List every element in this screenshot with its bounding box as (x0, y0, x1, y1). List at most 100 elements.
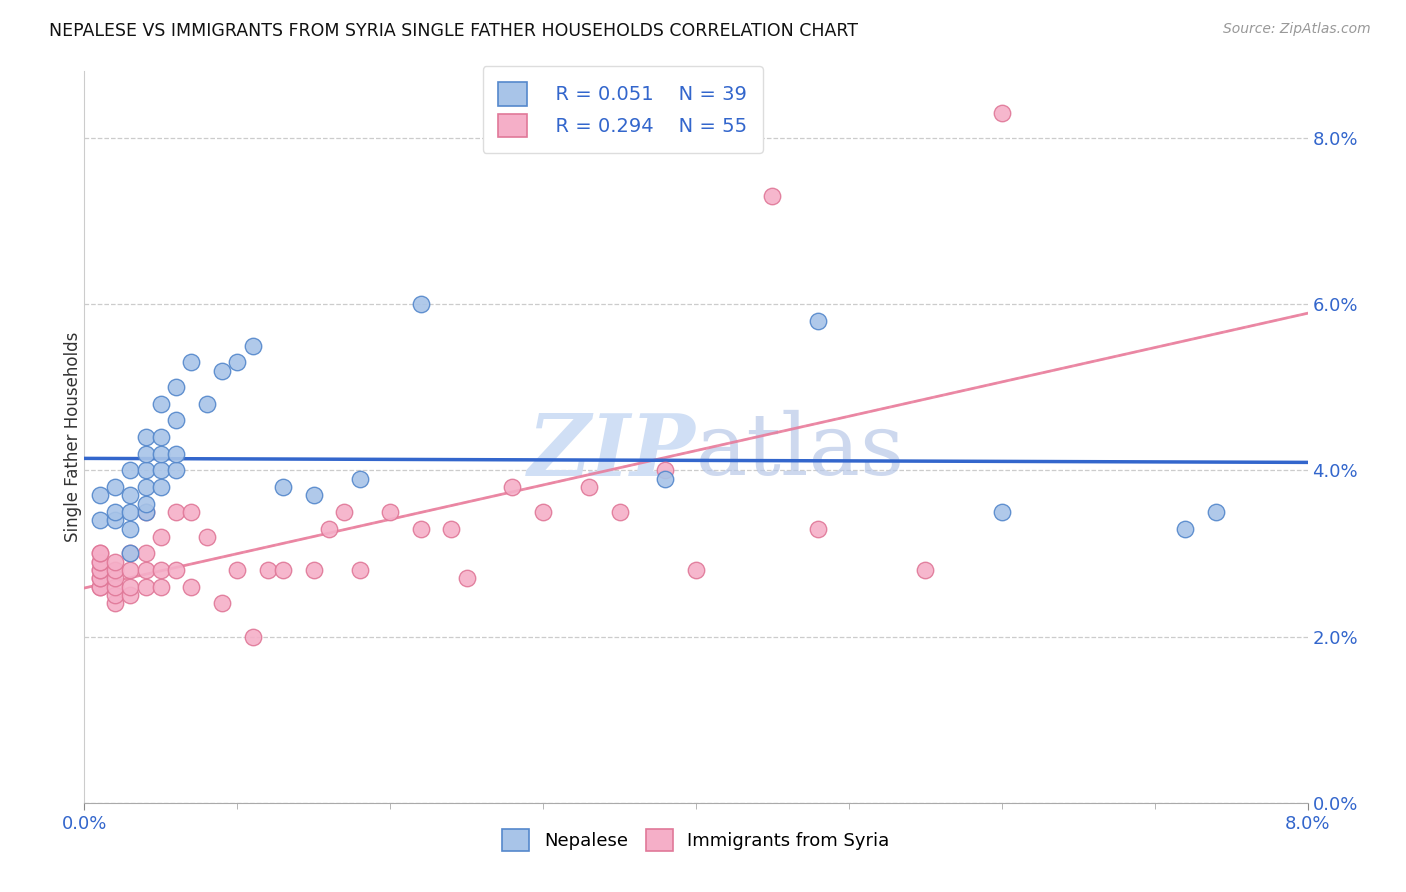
Point (654, 472, 676, 486)
Point (89, 513, 111, 527)
Text: Source: ZipAtlas.com: Source: ZipAtlas.com (1223, 22, 1371, 37)
Point (226, 355, 249, 369)
Y-axis label: Single Father Households: Single Father Households (65, 332, 82, 542)
Point (165, 463, 187, 477)
Text: ZIP: ZIP (529, 410, 696, 493)
Point (135, 505, 157, 519)
Point (135, 497, 157, 511)
Point (271, 563, 294, 577)
Point (135, 563, 157, 577)
Point (89, 571, 111, 585)
Point (242, 338, 264, 352)
Point (349, 563, 371, 577)
Point (104, 563, 127, 577)
Point (302, 488, 325, 502)
Point (761, 189, 783, 203)
Point (991, 106, 1014, 120)
Point (120, 463, 142, 477)
Point (89, 546, 111, 560)
Point (578, 480, 600, 494)
Point (1174, 521, 1197, 535)
Text: atlas: atlas (696, 410, 905, 493)
Point (120, 580, 142, 594)
Point (89, 555, 111, 569)
Point (609, 505, 631, 519)
Point (89, 580, 111, 594)
Point (456, 571, 478, 585)
Point (318, 521, 340, 535)
Point (120, 588, 142, 602)
Point (149, 430, 172, 444)
Point (333, 505, 356, 519)
Point (380, 505, 402, 519)
Point (135, 546, 157, 560)
Point (149, 580, 172, 594)
Point (120, 546, 142, 560)
Point (211, 363, 233, 377)
Point (135, 580, 157, 594)
Point (120, 488, 142, 502)
Point (195, 397, 218, 411)
Point (165, 447, 187, 461)
Point (120, 521, 142, 535)
Point (104, 588, 127, 602)
Point (149, 530, 172, 544)
Text: NEPALESE VS IMMIGRANTS FROM SYRIA SINGLE FATHER HOUSEHOLDS CORRELATION CHART: NEPALESE VS IMMIGRANTS FROM SYRIA SINGLE… (49, 22, 858, 40)
Point (104, 513, 127, 527)
Point (135, 430, 157, 444)
Point (89, 546, 111, 560)
Point (104, 571, 127, 585)
Point (135, 463, 157, 477)
Point (104, 555, 127, 569)
Point (89, 571, 111, 585)
Point (242, 630, 264, 644)
Point (271, 480, 294, 494)
Point (914, 563, 936, 577)
Point (120, 546, 142, 560)
Point (302, 563, 325, 577)
Point (531, 505, 554, 519)
Point (149, 397, 172, 411)
Point (104, 596, 127, 610)
Point (165, 563, 187, 577)
Point (165, 413, 187, 427)
Point (149, 563, 172, 577)
Point (89, 488, 111, 502)
Point (120, 505, 142, 519)
Point (149, 480, 172, 494)
Point (104, 480, 127, 494)
Point (89, 563, 111, 577)
Point (135, 447, 157, 461)
Point (165, 380, 187, 394)
Point (89, 563, 111, 577)
Point (211, 596, 233, 610)
Point (120, 563, 142, 577)
Point (226, 563, 249, 577)
Point (89, 580, 111, 594)
Point (807, 314, 830, 328)
Point (135, 480, 157, 494)
Point (149, 447, 172, 461)
Point (180, 580, 202, 594)
Point (991, 505, 1014, 519)
Point (89, 555, 111, 569)
Point (104, 580, 127, 594)
Point (135, 505, 157, 519)
Point (195, 530, 218, 544)
Point (165, 505, 187, 519)
Point (654, 463, 676, 477)
Point (440, 521, 463, 535)
Point (409, 521, 432, 535)
Legend: Nepalese, Immigrants from Syria: Nepalese, Immigrants from Syria (494, 820, 898, 860)
Point (409, 297, 432, 311)
Point (257, 563, 280, 577)
Point (807, 521, 830, 535)
Point (1205, 505, 1227, 519)
Point (180, 355, 202, 369)
Point (149, 463, 172, 477)
Point (685, 563, 707, 577)
Point (180, 505, 202, 519)
Point (502, 480, 524, 494)
Point (349, 472, 371, 486)
Point (104, 505, 127, 519)
